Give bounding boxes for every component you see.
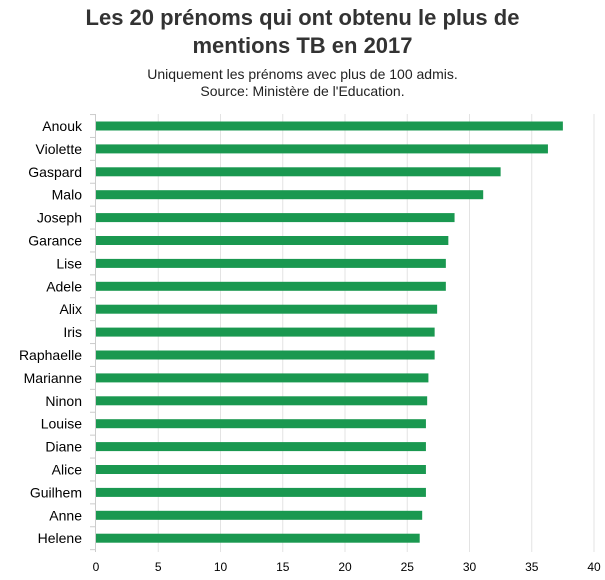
bar (96, 258, 446, 268)
bar (96, 465, 426, 474)
category-label: Anne (49, 507, 82, 523)
category-label: Diane (45, 439, 82, 455)
bar (96, 167, 501, 177)
bar (96, 236, 449, 245)
bar (96, 121, 563, 131)
bar (96, 487, 426, 497)
category-label: Garance (28, 233, 82, 249)
category-label: Marianne (24, 370, 83, 386)
chart-subtitle-line-2: Source: Ministère de l'Education. (200, 83, 405, 99)
x-tick-label: 15 (276, 560, 290, 574)
x-tick-label: 30 (463, 560, 477, 574)
category-label: Anouk (42, 118, 83, 134)
category-label: Guilhem (30, 484, 82, 500)
x-tick-label: 25 (401, 560, 415, 574)
category-label: Louise (41, 416, 82, 432)
category-label: Lise (56, 255, 82, 271)
chart-title-line-1: Les 20 prénoms qui ont obtenu le plus de (85, 5, 520, 30)
category-label: Alice (52, 462, 83, 478)
category-label: Malo (52, 187, 83, 203)
x-tick-label: 10 (214, 560, 228, 574)
bar (96, 396, 428, 406)
chart-subtitle-line-1: Uniquement les prénoms avec plus de 100 … (147, 66, 458, 82)
category-label: Gaspard (28, 164, 82, 180)
bar (96, 304, 438, 314)
bar (96, 442, 426, 452)
category-label: Iris (63, 324, 82, 340)
chart-title: Les 20 prénoms qui ont obtenu le plus de… (0, 4, 605, 60)
bar (96, 281, 446, 291)
category-label: Raphaelle (19, 347, 82, 363)
bar (96, 144, 548, 154)
x-tick-label: 5 (155, 560, 162, 574)
bar (96, 419, 426, 429)
bar (96, 190, 484, 200)
category-label: Alix (59, 301, 82, 317)
x-tick-label: 20 (338, 560, 352, 574)
category-label: Violette (36, 141, 83, 157)
x-tick-label: 40 (587, 560, 601, 574)
bar (96, 213, 455, 223)
category-label: Adele (46, 278, 82, 294)
bar (96, 350, 435, 360)
x-tick-label: 0 (93, 560, 100, 574)
bar (96, 533, 420, 543)
x-tick-label: 35 (525, 560, 539, 574)
bar (96, 373, 429, 383)
chart-subtitle: Uniquement les prénoms avec plus de 100 … (0, 66, 605, 100)
bar (96, 510, 423, 520)
category-label: Joseph (37, 210, 82, 226)
bar (96, 327, 435, 337)
category-label: Helene (38, 530, 83, 546)
category-label: Ninon (45, 393, 82, 409)
chart-title-line-2: mentions TB en 2017 (192, 33, 413, 58)
